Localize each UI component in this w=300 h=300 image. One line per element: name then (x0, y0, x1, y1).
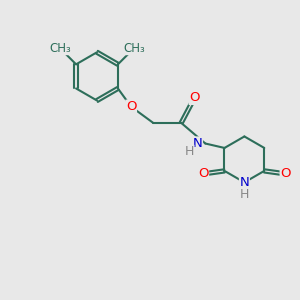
Text: O: O (280, 167, 291, 180)
Text: N: N (239, 176, 249, 189)
Text: CH₃: CH₃ (49, 42, 71, 55)
Text: N: N (193, 137, 202, 150)
Text: H: H (184, 145, 194, 158)
Text: O: O (189, 92, 200, 104)
Text: CH₃: CH₃ (123, 42, 145, 55)
Text: O: O (198, 167, 208, 180)
Text: O: O (126, 100, 136, 113)
Text: H: H (240, 188, 249, 201)
